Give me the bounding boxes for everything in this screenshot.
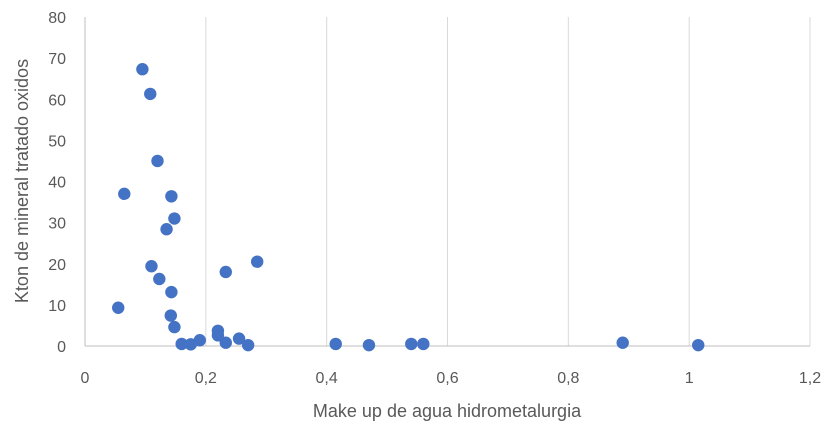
x-tick-label: 0,2 xyxy=(195,370,217,387)
y-tick-label: 60 xyxy=(48,92,66,109)
data-point xyxy=(136,63,149,76)
x-tick-label: 0,6 xyxy=(436,370,458,387)
x-tick-labels: 0 0,2 0,4 0,6 0,8 1 1,2 xyxy=(81,370,822,387)
y-tick-label: 30 xyxy=(48,216,66,233)
y-tick-label: 80 xyxy=(48,10,66,27)
data-point xyxy=(164,309,177,322)
y-tick-label: 40 xyxy=(48,175,66,192)
data-point xyxy=(144,87,157,101)
data-point xyxy=(616,336,629,349)
data-point xyxy=(112,301,125,314)
data-point xyxy=(692,338,705,352)
data-point xyxy=(165,190,178,203)
x-tick-label: 1,2 xyxy=(799,370,821,387)
y-tick-label: 20 xyxy=(48,257,66,274)
data-point xyxy=(160,223,173,236)
data-point xyxy=(405,337,418,351)
data-point xyxy=(211,329,225,342)
data-point xyxy=(232,332,246,345)
data-point xyxy=(165,285,178,299)
x-tick-label: 0,4 xyxy=(316,370,338,387)
data-point xyxy=(145,260,158,273)
y-tick-label: 50 xyxy=(48,133,66,150)
x-tick-label: 1 xyxy=(685,370,694,387)
gridlines xyxy=(205,17,811,346)
y-tick-label: 70 xyxy=(48,51,66,68)
data-point xyxy=(241,338,255,352)
data-point xyxy=(118,187,131,201)
data-point xyxy=(168,212,181,225)
y-tick-label: 10 xyxy=(48,298,66,315)
data-point xyxy=(250,255,264,268)
data-point xyxy=(175,337,188,351)
y-tick-label: 0 xyxy=(57,339,66,356)
data-point xyxy=(151,154,164,168)
x-tick-label: 0 xyxy=(81,370,90,387)
axes xyxy=(84,17,810,347)
y-tick-labels: 0 10 20 30 40 50 60 70 80 xyxy=(48,10,66,356)
data-point xyxy=(153,272,166,286)
data-point xyxy=(193,334,206,347)
y-axis-title: Kton de mineral tratado oxidos xyxy=(12,59,32,303)
data-point xyxy=(329,337,342,351)
data-point xyxy=(168,320,181,334)
data-points xyxy=(112,63,705,352)
data-point xyxy=(362,338,376,352)
data-point xyxy=(219,265,232,279)
data-point xyxy=(219,336,232,349)
data-point xyxy=(417,337,430,351)
x-tick-label: 0,8 xyxy=(557,370,579,387)
x-axis-title: Make up de agua hidrometalurgia xyxy=(313,401,582,421)
